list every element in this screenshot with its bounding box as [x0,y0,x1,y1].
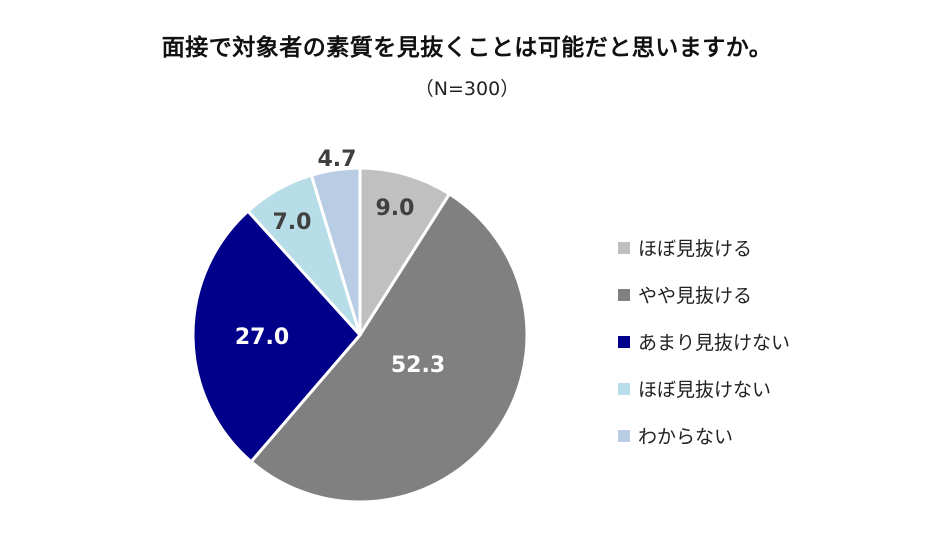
legend-label: やや見抜ける [638,285,753,307]
legend-item-3: あまり見抜けない [618,318,790,365]
slice-value-label-2: 52.3 [391,353,445,378]
legend-swatch [618,241,630,254]
slice-value-label-5: 4.7 [318,147,357,172]
legend-label: あまり見抜けない [638,332,791,354]
legend-label: ほぼ見抜けない [638,379,772,401]
pie-slice-1 [358,166,452,341]
legend-item-2: やや見抜ける [618,271,790,318]
pie-slice-5 [309,166,362,336]
chart-subtitle: （N=300） [414,78,520,100]
slice-value-label-3: 27.0 [235,325,289,350]
legend-label: ほぼ見抜ける [638,238,753,260]
slice-value-label-4: 7.0 [273,210,312,235]
legend-item-5: わからない [618,412,790,459]
pie-slice-3 [191,209,362,464]
pie-slice-2 [249,191,529,504]
legend-item-1: ほぼ見抜ける [618,224,790,271]
legend: ほぼ見抜ける やや見抜けるあまり見抜けない ほぼ見抜けない わからない [618,224,790,459]
legend-swatch [618,288,630,301]
legend-swatch [618,335,630,348]
chart-title: 面接で対象者の素質を見抜くことは可能だと思いますか。 [161,35,773,61]
legend-swatch [618,382,630,395]
legend-swatch [618,429,630,442]
legend-item-4: ほぼ見抜けない [618,365,790,412]
legend-label: わからない [638,426,734,448]
slice-value-label-1: 9.0 [376,196,415,221]
